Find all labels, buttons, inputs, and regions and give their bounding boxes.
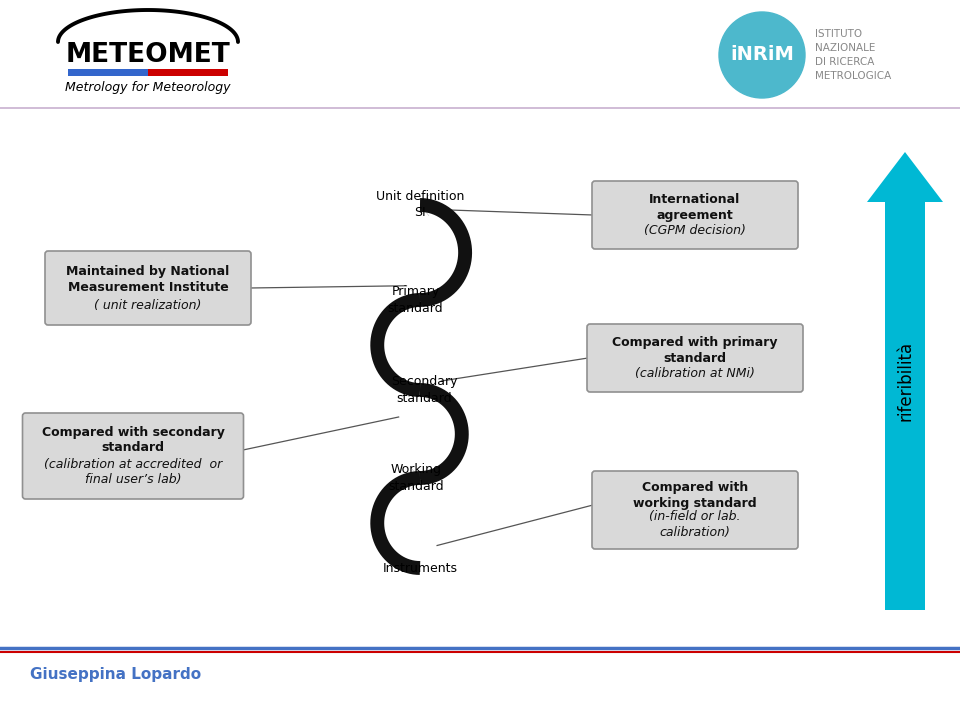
Bar (68, 69, 148, 76)
Text: Unit definition
SI: Unit definition SI (375, 191, 465, 219)
Text: Working
standard: Working standard (388, 463, 444, 493)
Text: Compared with primary
standard: Compared with primary standard (612, 336, 778, 365)
Bar (885, 197, 925, 610)
Text: Secondary
standard: Secondary standard (391, 376, 458, 404)
Text: (CGPM decision): (CGPM decision) (644, 224, 746, 237)
Text: Metrology for Meteorology: Metrology for Meteorology (65, 81, 230, 93)
Text: Compared with
working standard: Compared with working standard (634, 482, 756, 510)
Text: (calibration at accredited  or
final user’s lab): (calibration at accredited or final user… (44, 458, 222, 486)
Polygon shape (867, 152, 943, 202)
Text: ( unit realization): ( unit realization) (94, 299, 202, 311)
FancyBboxPatch shape (592, 471, 798, 549)
FancyBboxPatch shape (45, 251, 251, 325)
Text: METEOMET: METEOMET (65, 42, 230, 68)
Text: Giuseppina Lopardo: Giuseppina Lopardo (30, 667, 202, 683)
FancyBboxPatch shape (587, 324, 803, 392)
Circle shape (719, 12, 805, 98)
Text: Instruments: Instruments (382, 562, 458, 575)
Text: Maintained by National
Measurement Institute: Maintained by National Measurement Insti… (66, 265, 229, 294)
Text: ISTITUTO
NAZIONALE
DI RICERCA
METROLOGICA: ISTITUTO NAZIONALE DI RICERCA METROLOGIC… (815, 29, 891, 81)
FancyBboxPatch shape (22, 413, 244, 499)
Text: riferibilità: riferibilità (896, 341, 914, 421)
Text: iNRiM: iNRiM (730, 46, 794, 64)
Text: International
agreement: International agreement (649, 193, 740, 222)
Text: Primary
standard: Primary standard (388, 285, 444, 315)
Text: (in-field or lab.
calibration): (in-field or lab. calibration) (649, 510, 741, 538)
Bar (148, 69, 228, 76)
FancyBboxPatch shape (592, 181, 798, 249)
Text: (calibration at NMi): (calibration at NMi) (636, 367, 755, 380)
Text: Compared with secondary
standard: Compared with secondary standard (41, 426, 225, 454)
